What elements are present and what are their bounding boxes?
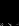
Text: (A): (A) bbox=[0, 0, 19, 25]
Text: 103: 103 bbox=[0, 5, 19, 26]
Text: (B): (B) bbox=[0, 0, 19, 25]
Bar bbox=[2, 11, 11, 13]
Circle shape bbox=[2, 11, 4, 13]
Bar bbox=[4, 7, 11, 9]
Text: 107: 107 bbox=[0, 0, 19, 25]
Text: (F): (F) bbox=[0, 0, 19, 21]
Text: 106: 106 bbox=[0, 0, 19, 25]
Circle shape bbox=[9, 14, 10, 15]
Text: 110: 110 bbox=[0, 0, 19, 19]
Bar bbox=[14, 13, 15, 14]
Text: 108: 108 bbox=[0, 1, 19, 26]
Text: (K): (K) bbox=[0, 1, 19, 26]
Bar bbox=[6, 4, 13, 6]
Text: 1010: 1010 bbox=[0, 0, 16, 26]
Text: (C): (C) bbox=[0, 6, 19, 26]
Text: (E): (E) bbox=[0, 0, 19, 22]
Bar bbox=[2, 18, 8, 20]
Text: (I): (I) bbox=[0, 0, 17, 18]
Circle shape bbox=[14, 16, 15, 17]
Text: (H): (H) bbox=[0, 0, 19, 24]
Text: (J): (J) bbox=[0, 2, 19, 26]
Circle shape bbox=[10, 9, 11, 10]
Text: (D): (D) bbox=[0, 0, 19, 25]
